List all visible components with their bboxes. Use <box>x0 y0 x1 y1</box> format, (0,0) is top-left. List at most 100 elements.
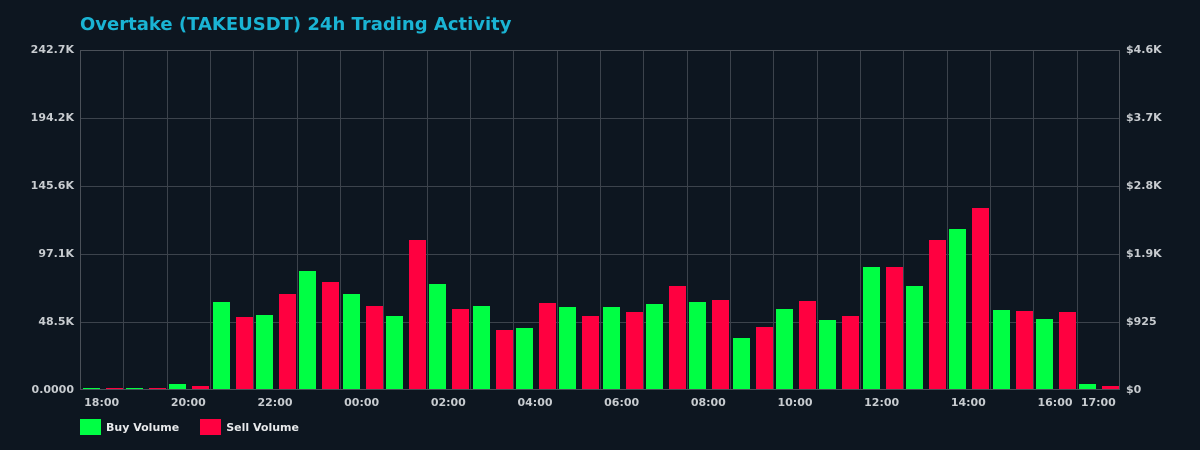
y-tick-right: $925 <box>1126 315 1157 328</box>
sell-volume-bar[interactable] <box>842 316 860 389</box>
sell-volume-bar[interactable] <box>625 312 643 389</box>
gridline-vertical <box>816 51 818 389</box>
sell-volume-bar[interactable] <box>1102 386 1120 389</box>
buy-swatch-icon <box>80 419 101 435</box>
y-tick-right: $2.8K <box>1126 179 1162 192</box>
x-tick: 22:00 <box>257 396 293 409</box>
gridline-vertical <box>123 51 125 389</box>
buy-volume-bar[interactable] <box>255 315 273 389</box>
sell-volume-bar[interactable] <box>365 306 383 389</box>
x-tick: 16:00 <box>1037 396 1073 409</box>
gridline-vertical <box>340 51 341 389</box>
sell-volume-bar[interactable] <box>668 286 686 389</box>
buy-volume-bar[interactable] <box>515 328 533 389</box>
buy-volume-bar[interactable] <box>645 304 663 389</box>
legend-item-sell[interactable]: Sell Volume <box>200 419 299 435</box>
gridline-vertical <box>860 51 861 389</box>
sell-volume-bar[interactable] <box>972 208 990 389</box>
x-tick: 20:00 <box>170 396 206 409</box>
gridline-vertical <box>296 51 298 389</box>
sell-volume-bar[interactable] <box>1015 311 1033 389</box>
x-tick: 02:00 <box>430 396 466 409</box>
x-tick: 08:00 <box>690 396 726 409</box>
legend-label-sell: Sell Volume <box>226 420 299 434</box>
sell-volume-bar[interactable] <box>885 267 903 389</box>
sell-volume-bar[interactable] <box>755 327 773 389</box>
buy-volume-bar[interactable] <box>472 306 490 389</box>
buy-volume-bar[interactable] <box>125 388 143 389</box>
sell-volume-bar[interactable] <box>408 240 426 389</box>
y-tick-right: $1.9K <box>1126 247 1162 260</box>
buy-volume-bar[interactable] <box>385 316 403 389</box>
y-tick-left: 48.5K <box>38 315 74 328</box>
buy-volume-bar[interactable] <box>429 284 447 389</box>
sell-volume-bar[interactable] <box>105 388 123 389</box>
sell-volume-bar[interactable] <box>452 309 470 389</box>
buy-volume-bar[interactable] <box>775 309 793 389</box>
x-tick: 06:00 <box>604 396 640 409</box>
sell-volume-bar[interactable] <box>582 316 600 389</box>
buy-volume-bar[interactable] <box>1035 319 1053 389</box>
buy-volume-bar[interactable] <box>559 307 577 389</box>
legend: Buy Volume Sell Volume <box>80 419 320 435</box>
sell-volume-bar[interactable] <box>928 240 946 389</box>
gridline-vertical <box>426 51 428 389</box>
gridline-vertical <box>643 51 645 389</box>
sell-swatch-icon <box>200 419 222 435</box>
x-tick: 12:00 <box>864 396 900 409</box>
gridline-vertical <box>600 51 601 389</box>
gridline-vertical <box>470 51 471 389</box>
y-tick-left: 194.2K <box>30 111 74 124</box>
sell-volume-bar[interactable] <box>712 300 730 389</box>
buy-volume-bar[interactable] <box>732 338 750 389</box>
buy-volume-bar[interactable] <box>992 310 1010 389</box>
gridline-vertical <box>210 51 211 389</box>
buy-volume-bar[interactable] <box>299 271 317 389</box>
buy-volume-bar[interactable] <box>82 388 100 389</box>
legend-label-buy: Buy Volume <box>106 420 180 434</box>
gridline-vertical <box>990 51 991 389</box>
sell-volume-bar[interactable] <box>278 294 296 389</box>
gridline-vertical <box>383 51 385 389</box>
buy-volume-bar[interactable] <box>689 302 707 389</box>
sell-volume-bar[interactable] <box>538 303 556 389</box>
x-tick: 18:00 <box>84 396 120 409</box>
gridline-vertical <box>903 51 905 389</box>
x-tick: 10:00 <box>777 396 813 409</box>
sell-volume-bar[interactable] <box>798 301 816 389</box>
sell-volume-bar[interactable] <box>1058 312 1076 389</box>
sell-volume-bar[interactable] <box>192 386 210 389</box>
gridline-vertical <box>730 51 731 389</box>
gridline-vertical <box>686 51 688 389</box>
gridline-vertical <box>773 51 775 389</box>
gridline-vertical <box>946 51 948 389</box>
sell-volume-bar[interactable] <box>495 330 513 389</box>
x-tick: 17:00 <box>1080 396 1116 409</box>
buy-volume-bar[interactable] <box>1079 384 1097 389</box>
buy-volume-bar[interactable] <box>949 229 967 389</box>
y-tick-left: 0.0000 <box>31 383 74 396</box>
sell-volume-bar[interactable] <box>322 282 340 389</box>
y-tick-right: $0 <box>1126 383 1142 396</box>
sell-volume-bar[interactable] <box>235 317 253 389</box>
gridline-vertical <box>253 51 255 389</box>
plot-area <box>80 50 1120 390</box>
y-tick-left: 242.7K <box>30 43 74 56</box>
buy-volume-bar[interactable] <box>819 320 837 389</box>
y-tick-left: 97.1K <box>38 247 74 260</box>
sell-volume-bar[interactable] <box>148 388 166 389</box>
buy-volume-bar[interactable] <box>905 286 923 389</box>
buy-volume-bar[interactable] <box>342 294 360 389</box>
chart-title: Overtake (TAKEUSDT) 24h Trading Activity <box>80 14 512 35</box>
x-tick: 14:00 <box>950 396 986 409</box>
gridline-vertical <box>1076 51 1078 389</box>
x-tick: 00:00 <box>344 396 380 409</box>
gridline-vertical <box>513 51 515 389</box>
legend-item-buy[interactable]: Buy Volume <box>80 419 179 435</box>
x-tick: 04:00 <box>517 396 553 409</box>
y-tick-right: $3.7K <box>1126 111 1162 124</box>
buy-volume-bar[interactable] <box>862 267 880 389</box>
buy-volume-bar[interactable] <box>602 307 620 389</box>
buy-volume-bar[interactable] <box>212 302 230 389</box>
buy-volume-bar[interactable] <box>169 384 187 389</box>
